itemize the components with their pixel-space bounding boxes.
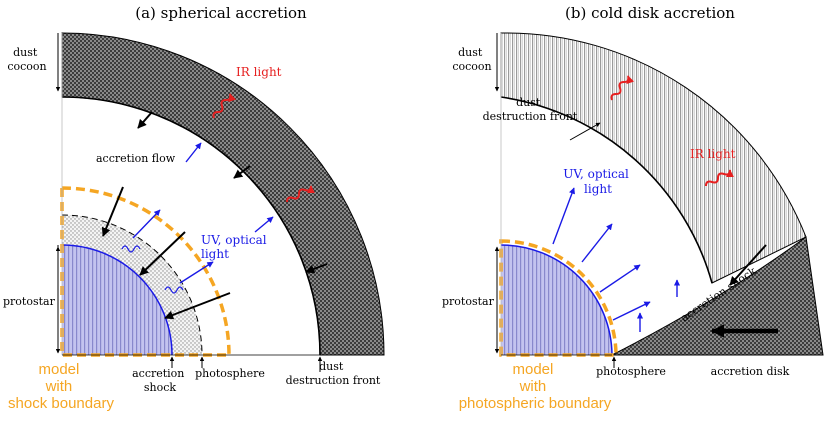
accretion-arrow [139, 231, 186, 276]
ir-arrow [212, 93, 237, 119]
accretion-shock-label: accretion shock [132, 367, 188, 394]
protostar [501, 245, 612, 355]
protostar-surface [61, 244, 173, 356]
ir-arrow [705, 169, 734, 187]
uv-arrow [132, 209, 161, 239]
uv-squiggle [164, 286, 184, 294]
ir-light-label: IR light [690, 147, 736, 161]
ir-arrow [610, 75, 635, 101]
dust-cocoon-label: dust cocoon [452, 46, 491, 73]
accretion-disk [611, 236, 824, 356]
photosphere-line [61, 214, 203, 356]
ir-light-label: IR light [236, 65, 282, 79]
protostar [62, 245, 172, 355]
accretion-arrow [101, 186, 124, 237]
dust-shell [500, 32, 807, 284]
dust-cocoon-label: dust cocoon [7, 46, 46, 73]
accretion-arrow [729, 244, 767, 286]
protostar-label: protostar [442, 295, 495, 308]
model-boundary [499, 239, 618, 357]
uv-arrow [599, 264, 641, 293]
dust-destruction-front-line [500, 96, 713, 284]
dust-destruction-front-label: dust destruction front [483, 96, 578, 123]
photosphere-label: photosphere [195, 367, 265, 380]
panel-b: (b) cold disk accretion [442, 4, 824, 412]
uv-arrow [612, 301, 651, 321]
ir-arrow [286, 185, 315, 203]
uv-arrow [552, 187, 575, 245]
uv-optical-label: UV, optical light [563, 167, 632, 196]
panel-b-title: (b) cold disk accretion [565, 4, 735, 22]
dust-destruction-front-line [61, 96, 321, 356]
accretion-arrow [233, 165, 251, 179]
photosphere-label: photosphere [596, 365, 666, 378]
panel-a: (a) spherical accretion [3, 4, 385, 412]
dust-front-marker [569, 122, 601, 141]
accretion-flow-label: accretion flow [96, 152, 176, 165]
accretion-disk-label: accretion disk [711, 365, 790, 378]
model-label: model with shock boundary [8, 361, 114, 412]
uv-arrow [179, 261, 214, 284]
uv-arrow [185, 142, 202, 163]
uv-squiggle [121, 245, 141, 253]
uv-arrow [254, 216, 274, 233]
dust-destruction-front-label: dust destruction front [286, 360, 381, 387]
uv-arrow [581, 223, 613, 263]
panel-a-title: (a) spherical accretion [135, 4, 307, 22]
accretion-arrow [164, 292, 231, 320]
protostar-label: protostar [3, 295, 56, 308]
uv-optical-label: UV, optical light [201, 233, 270, 261]
model-label: model with photospheric boundary [459, 361, 612, 412]
accretion-arrow [305, 263, 328, 274]
accretion-arrow [137, 111, 153, 129]
protostar-surface [500, 244, 613, 356]
